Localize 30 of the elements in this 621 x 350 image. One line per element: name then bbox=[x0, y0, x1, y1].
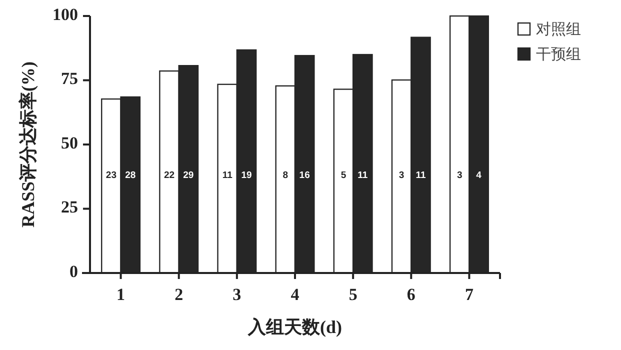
x-tick-label: 5 bbox=[348, 285, 358, 304]
y-tick-label: 75 bbox=[61, 69, 78, 88]
annotation: 16 bbox=[299, 170, 310, 181]
x-tick-label: 2 bbox=[174, 285, 184, 304]
y-tick-label: 50 bbox=[61, 133, 78, 152]
annotation: 3 bbox=[456, 170, 462, 181]
x-tick-label: 7 bbox=[464, 285, 474, 304]
annotation: 22 bbox=[164, 170, 175, 181]
legend-label: 对照组 bbox=[536, 20, 581, 38]
x-tick-label: 3 bbox=[232, 285, 242, 304]
legend-label: 干预组 bbox=[536, 46, 581, 63]
annotation: 29 bbox=[183, 170, 194, 181]
x-tick-label: 6 bbox=[406, 285, 416, 304]
annotation: 11 bbox=[358, 170, 368, 181]
y-tick-label: 25 bbox=[61, 198, 78, 217]
annotation: 4 bbox=[476, 170, 482, 181]
annotation: 11 bbox=[222, 170, 234, 181]
x-tick-label: 1 bbox=[116, 285, 126, 304]
annotation: 11 bbox=[416, 170, 426, 181]
y-axis-title: RASS评分达标率(%) bbox=[18, 61, 38, 228]
y-tick-label: 100 bbox=[52, 4, 78, 24]
annotation: 23 bbox=[106, 170, 116, 181]
x-tick-label: 4 bbox=[290, 285, 300, 304]
annotation: 28 bbox=[125, 170, 136, 181]
y-tick-label: 0 bbox=[70, 262, 78, 281]
annotation: 3 bbox=[398, 170, 404, 181]
annotation: 5 bbox=[340, 170, 347, 181]
annotation: 8 bbox=[282, 170, 288, 181]
x-axis-title: 入组天数(d) bbox=[247, 317, 342, 337]
annotation: 19 bbox=[241, 170, 252, 181]
